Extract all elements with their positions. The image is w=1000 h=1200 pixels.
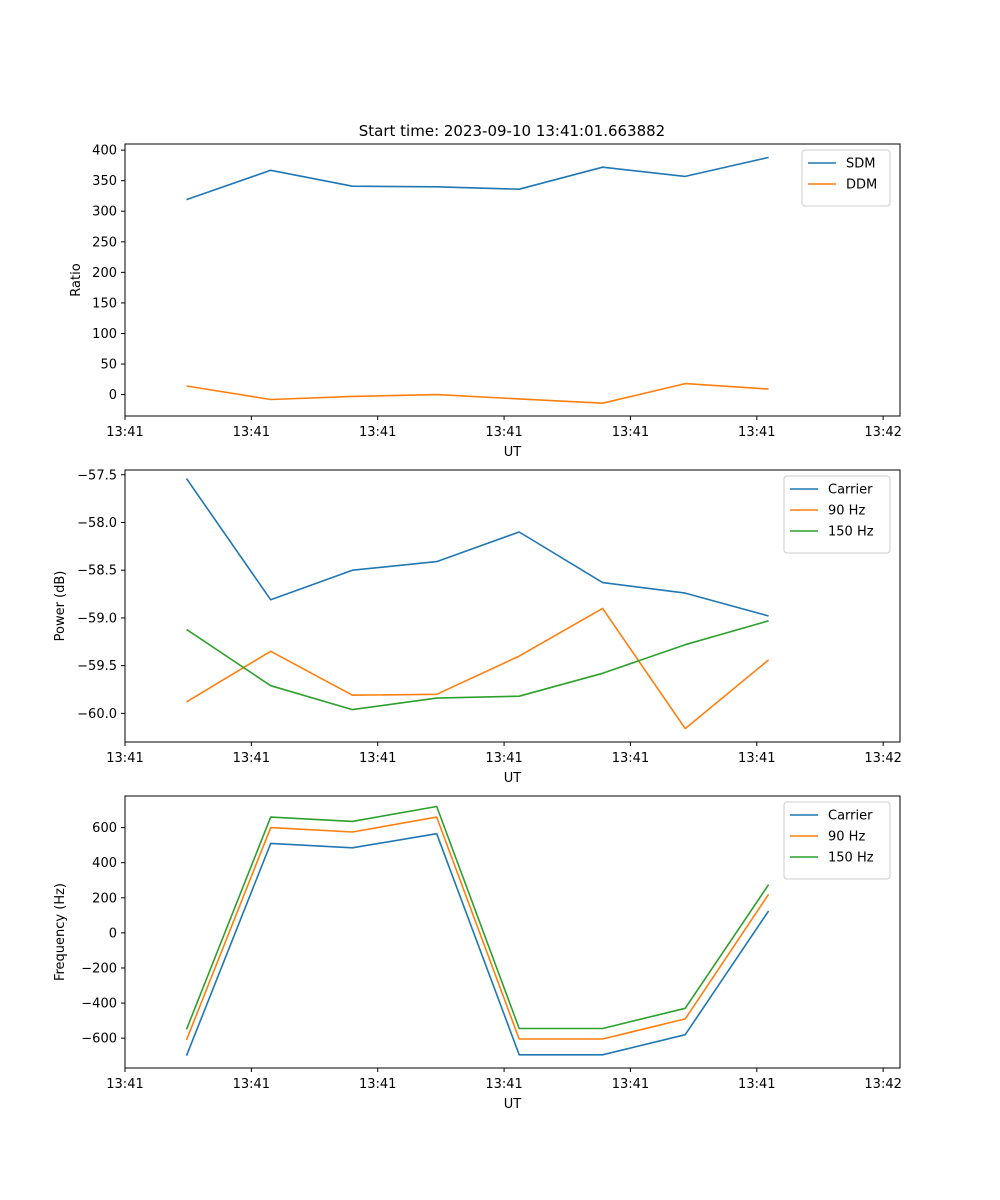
panel-3-series-carrier [185,832,770,1056]
panel-2-ytick-label: −60.0 [77,707,117,722]
panel-2-legend-label-90-hz: 90 Hz [828,504,865,519]
panel-3-series-90-hz [185,816,770,1041]
panel-3-legend-label-carrier: Carrier [828,809,873,824]
panel-3-ylabel: Frequency (Hz) [53,883,68,981]
panel-2-legend-label-carrier: Carrier [828,483,873,498]
panel-1-xtick-label: 13:41 [106,425,143,440]
panel-2-legend-label-150-hz: 150 Hz [828,525,874,540]
panel-3-ytick-label: 200 [92,891,117,906]
panel-2-ytick-label: −58.0 [77,516,117,531]
panel-2-xlabel: UT [504,771,522,786]
panel-3-ytick-label: 600 [92,821,117,836]
panel-3-ytick-label: −600 [81,1032,117,1047]
panel-2-series-carrier [185,478,769,617]
panel-1-xtick-label: 13:41 [738,425,775,440]
panel-3-ytick-label: −200 [81,961,117,976]
panel-3-xtick-label: 13:42 [864,1077,901,1092]
panel-2-ytick-label: −58.5 [77,564,117,579]
panel-3-xtick-label: 13:41 [612,1077,649,1092]
panel-3: 13:41 13:41 13:41 13:41 13:41 13:41 13:42 −600 −… [53,795,902,1112]
panel-3-xlabel: UT [504,1097,522,1112]
panel-1-xtick-label: 13:41 [485,425,522,440]
panel-1-ytick-label: 100 [92,327,117,342]
panel-1-ytick-label: 400 [92,144,117,159]
panel-2-legend [783,475,891,554]
panel-2-xtick-label: 13:42 [864,751,901,766]
panel-2-xtick-label: 13:41 [738,751,775,766]
panel-3-xtick-label: 13:41 [738,1077,775,1092]
panel-3-legend-label-150-hz: 150 Hz [828,851,874,866]
panel-1-ytick-label: 300 [92,205,117,220]
panel-3-ytick-label: 400 [92,856,117,871]
panel-1-series-ddm [186,382,769,405]
panel-1: 13:41 13:41 13:41 13:41 13:41 13:41 13:42 0 50 10… [69,143,902,460]
panel-1-axes-frame [124,143,901,417]
panel-1-ytick-label: 200 [92,266,117,281]
panel-1-xtick-label: 13:42 [864,425,901,440]
panel-2-series-90-hz [186,607,770,730]
panel-3-ytick-label: −400 [81,997,117,1012]
panel-3-ytick-label: 0 [109,926,117,941]
panel-2: 13:41 13:41 13:41 13:41 13:41 13:41 13:42 −60.0… [53,468,902,786]
panel-1-ytick-label: 350 [92,174,117,189]
panel-3-series-150-hz [185,805,770,1030]
panel-2-ylabel: Power (dB) [53,571,68,642]
panel-1-ytick-label: 0 [109,388,117,403]
panel-1-ylabel: Ratio [69,263,84,296]
panel-2-xtick-label: 13:41 [485,751,522,766]
panel-1-legend-label-sdm: SDM [846,157,875,172]
panel-2-ytick-label: −59.5 [77,659,117,674]
panel-2-xtick-label: 13:41 [106,751,143,766]
panel-3-xtick-label: 13:41 [359,1077,396,1092]
panel-1-xtick-label: 13:41 [233,425,270,440]
panel-1-ytick-label: 50 [100,358,117,373]
panel-1-xtick-label: 13:41 [612,425,649,440]
panel-2-xtick-label: 13:41 [359,751,396,766]
panel-1-xtick-label: 13:41 [359,425,396,440]
panel-1-series-sdm [186,156,769,201]
panel-2-ytick-label: −57.5 [77,468,117,483]
panel-1-legend [801,149,891,207]
panel-2-xtick-label: 13:41 [233,751,270,766]
panel-3-legend-label-90-hz: 90 Hz [828,830,865,845]
panel-3-legend [783,801,891,880]
panel-2-xtick-label: 13:41 [612,751,649,766]
panel-3-xtick-label: 13:41 [106,1077,143,1092]
panel-1-ytick-label: 250 [92,235,117,250]
figure-title: Start time: 2023-09-10 13:41:01.663882 [359,122,665,140]
panel-2-ytick-label: −59.0 [77,611,117,626]
panel-1-xlabel: UT [504,445,522,460]
panel-1-ytick-label: 150 [92,296,117,311]
panel-3-xtick-label: 13:41 [233,1077,270,1092]
panel-3-xtick-label: 13:41 [485,1077,522,1092]
panel-2-series-150-hz [186,620,769,711]
panel-1-legend-label-ddm: DDM [846,178,877,193]
